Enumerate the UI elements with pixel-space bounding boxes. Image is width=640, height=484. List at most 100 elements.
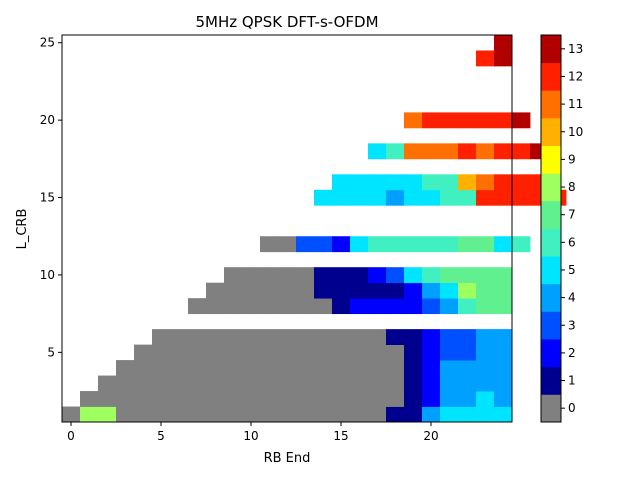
heatmap-cell xyxy=(476,143,495,160)
heatmap-cell xyxy=(404,329,423,345)
chart-title: 5MHz QPSK DFT-s-OFDM xyxy=(195,13,378,31)
heatmap-cell xyxy=(494,298,513,315)
heatmap-cell xyxy=(332,391,351,407)
heatmap-cell xyxy=(224,298,243,315)
heatmap-cell xyxy=(350,329,369,345)
heatmap-cell xyxy=(458,189,477,206)
heatmap-cell xyxy=(458,375,477,392)
heatmap-cell xyxy=(296,344,315,361)
heatmap-cell xyxy=(386,236,405,253)
heatmap-cell xyxy=(440,282,459,299)
x-tick-label: 20 xyxy=(423,429,438,443)
heatmap-cell xyxy=(494,174,513,191)
heatmap-cell xyxy=(152,391,171,407)
heatmap-cell xyxy=(242,391,261,407)
heatmap-cell xyxy=(422,282,441,299)
heatmap-cell xyxy=(134,360,153,376)
heatmap-cell xyxy=(242,360,261,376)
heatmap-cell xyxy=(296,282,315,299)
heatmap-cell xyxy=(260,267,279,284)
heatmap-cell xyxy=(512,189,531,206)
heatmap-cell xyxy=(170,329,189,345)
heatmap-cell xyxy=(242,344,261,361)
heatmap-cell xyxy=(476,50,495,67)
heatmap-cell xyxy=(296,267,315,284)
heatmap-cell xyxy=(422,267,441,284)
heatmap-cell xyxy=(386,298,405,315)
heatmap-cell xyxy=(494,267,513,284)
heatmap-cell xyxy=(404,143,423,160)
heatmap-cell xyxy=(224,375,243,392)
heatmap-cell xyxy=(332,406,351,423)
heatmap-cell xyxy=(476,267,495,284)
heatmap-cell xyxy=(422,391,441,407)
heatmap-cell xyxy=(260,344,279,361)
heatmap-cell xyxy=(242,375,261,392)
heatmap-cell xyxy=(458,267,477,284)
heatmap-cell xyxy=(494,344,513,361)
heatmap-cell xyxy=(422,375,441,392)
heatmap-cell xyxy=(458,329,477,345)
heatmap-cell xyxy=(278,282,297,299)
heatmap-cell xyxy=(386,143,405,160)
colorbar-segment xyxy=(541,228,561,257)
x-tick-label: 5 xyxy=(157,429,165,443)
heatmap-cell xyxy=(440,143,459,160)
colorbar-tick-label: 10 xyxy=(568,125,583,139)
heatmap-cell xyxy=(440,360,459,376)
colorbar-tick-label: 1 xyxy=(568,374,576,388)
heatmap-cell xyxy=(386,329,405,345)
heatmap-cell xyxy=(404,112,423,129)
heatmap-cell xyxy=(278,329,297,345)
heatmap-cell xyxy=(206,406,225,423)
colorbar-segment xyxy=(541,90,561,119)
heatmap-cell xyxy=(332,375,351,392)
heatmap-cell xyxy=(404,174,423,191)
heatmap-cell xyxy=(332,344,351,361)
colorbar-segment xyxy=(541,366,561,395)
heatmap-cell xyxy=(512,236,531,253)
heatmap-cell xyxy=(440,391,459,407)
heatmap-cell xyxy=(404,189,423,206)
heatmap-cell xyxy=(116,406,135,423)
colorbar-segment xyxy=(541,35,561,64)
heatmap-cell xyxy=(206,375,225,392)
heatmap-cell xyxy=(332,236,351,253)
heatmap-cell xyxy=(188,360,207,376)
heatmap-cell xyxy=(476,375,495,392)
heatmap-cell xyxy=(440,329,459,345)
heatmap-cell xyxy=(476,189,495,206)
heatmap-cell xyxy=(440,406,459,423)
heatmap-cell xyxy=(332,174,351,191)
heatmap-cell xyxy=(494,35,513,51)
heatmap-cell xyxy=(368,344,387,361)
heatmap-cell xyxy=(386,344,405,361)
heatmap-cell xyxy=(278,344,297,361)
colorbar-tick-label: 4 xyxy=(568,291,576,305)
heatmap-cell xyxy=(368,298,387,315)
heatmap-cell xyxy=(386,174,405,191)
heatmap-cell xyxy=(278,360,297,376)
heatmap-cell xyxy=(206,360,225,376)
heatmap-cell xyxy=(422,406,441,423)
x-tick-label: 15 xyxy=(333,429,348,443)
heatmap-cell xyxy=(314,298,333,315)
heatmap-cell xyxy=(494,143,513,160)
y-tick-label: 20 xyxy=(40,113,55,127)
heatmap-cell xyxy=(476,344,495,361)
colorbar-tick-label: 13 xyxy=(568,42,583,56)
heatmap-cell xyxy=(260,391,279,407)
heatmap-cell xyxy=(350,282,369,299)
heatmap-cell xyxy=(116,375,135,392)
heatmap-cell xyxy=(278,406,297,423)
heatmap-cell xyxy=(458,391,477,407)
heatmap-cell xyxy=(350,375,369,392)
heatmap-cell xyxy=(404,391,423,407)
heatmap-cell xyxy=(404,344,423,361)
x-axis-label: RB End xyxy=(264,451,311,466)
heatmap-cell xyxy=(494,391,513,407)
heatmap-cell xyxy=(422,329,441,345)
heatmap-cell xyxy=(512,143,531,160)
heatmap-cell xyxy=(170,406,189,423)
heatmap-cell xyxy=(422,236,441,253)
